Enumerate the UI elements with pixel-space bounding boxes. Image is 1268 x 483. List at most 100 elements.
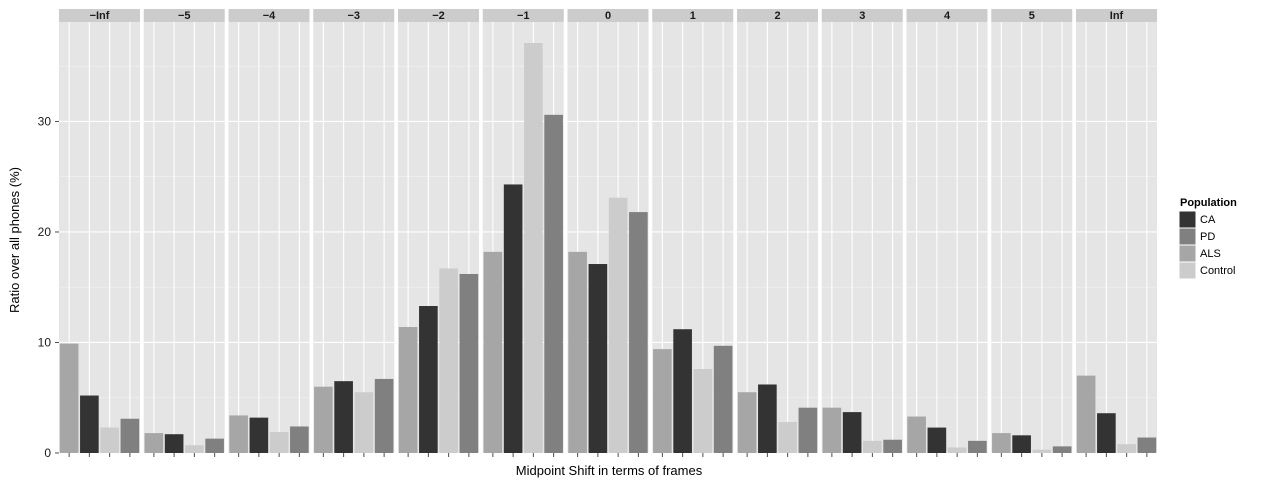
legend-items: CA PD ALS Control [1178,210,1235,280]
bar-als [1076,375,1096,453]
bar-ca [1097,413,1116,453]
panel-strip-label: 5 [1029,10,1035,22]
bar-control [1032,449,1052,453]
bar-control [778,422,797,453]
panel-strip [143,9,225,22]
panel: 1 [652,9,734,457]
legend-item-als: ALS [1178,244,1221,263]
panel-strip [482,9,564,22]
panel: −3 [313,9,395,457]
bar-control [947,447,967,453]
panel-strip [821,9,903,22]
bar-ca [249,417,269,453]
panel-background [991,22,1073,453]
bar-control [524,42,543,453]
panel: −1 [482,9,564,457]
bar-control [100,427,119,453]
panel-gridlines [143,22,225,454]
chart-panels: −Inf −5 −4 −3 −2 −1 0 1 2 3 4 5 Inf [59,9,1157,457]
bar-als [483,251,503,453]
panel-strip-label: Inf [1110,10,1124,22]
bar-ca [419,306,438,453]
legend-item-pd: PD [1178,227,1215,246]
legend-title: Population [1180,197,1237,209]
bar-pd [120,418,140,453]
bar-als [737,392,757,453]
y-axis-title: Ratio over all phones (%) [7,167,22,313]
bar-control [863,440,882,453]
panel: 5 [991,9,1073,457]
bar-als [229,415,248,453]
bar-control [354,392,374,453]
bar-control [693,369,713,453]
panel-strip [398,9,479,22]
panel: 4 [906,9,988,457]
panel-strip-label: 1 [690,10,696,22]
panel-background [228,22,310,453]
panel-background [737,22,818,453]
bar-als [653,349,672,453]
bar-als [314,386,333,453]
panel-strip [991,9,1073,22]
panel-gridlines [59,22,140,454]
bar-ca [673,329,692,453]
bar-pd [374,378,394,453]
panel-strip-label: −Inf [90,10,110,22]
panel-gridlines [228,22,310,454]
bar-als [907,416,926,453]
panel: −5 [143,9,225,457]
panel: Inf [1076,9,1157,457]
bar-control [269,432,289,453]
bar-pd [629,212,648,453]
panel-gridlines [821,22,903,454]
panel-strip [1076,9,1157,22]
panel-strip [228,9,310,22]
panel-strip [737,9,818,22]
bar-als [398,327,418,453]
panel-strip [652,9,734,22]
y-tick-label: 10 [38,335,52,349]
panel: −Inf [59,9,140,457]
panel-gridlines [991,22,1073,454]
y-axis: 0 10 20 30 [38,114,59,460]
panel: 0 [567,9,649,457]
legend-item-control: Control [1178,261,1235,280]
panel-strip [567,9,649,22]
bar-pd [968,440,987,453]
bar-control [185,445,204,453]
panel-strip-label: 0 [605,10,611,22]
panel-strip [59,9,140,22]
bar-control [1117,444,1136,453]
bar-pd [1052,446,1072,453]
legend-label: CA [1200,214,1216,226]
panel-background [143,22,225,453]
bar-pd [544,114,563,453]
bar-pd [713,345,733,453]
panel-background [906,22,988,453]
bar-pd [883,439,902,453]
legend-swatch [1178,244,1197,263]
bar-control [439,268,458,453]
panel-strip-label: −5 [178,10,191,22]
panel-strip-label: 4 [944,10,951,22]
legend-swatch [1178,227,1197,246]
bar-pd [290,426,309,453]
panel: −2 [398,9,479,457]
bar-als [59,343,79,453]
legend-label: PD [1200,231,1215,243]
bar-pd [205,438,224,453]
legend-label: Control [1200,265,1235,277]
bar-ca [927,427,947,453]
panel-strip-label: 3 [859,10,865,22]
bar-ca [758,384,777,453]
bar-ca [334,381,353,453]
y-tick-label: 30 [38,114,52,128]
y-tick-label: 0 [44,446,51,460]
bar-ca [842,412,862,453]
panel-strip [906,9,988,22]
bar-als [992,433,1011,453]
panel: 2 [737,9,818,457]
bar-ca [503,184,523,453]
bar-pd [798,407,818,453]
legend-label: ALS [1200,248,1221,260]
